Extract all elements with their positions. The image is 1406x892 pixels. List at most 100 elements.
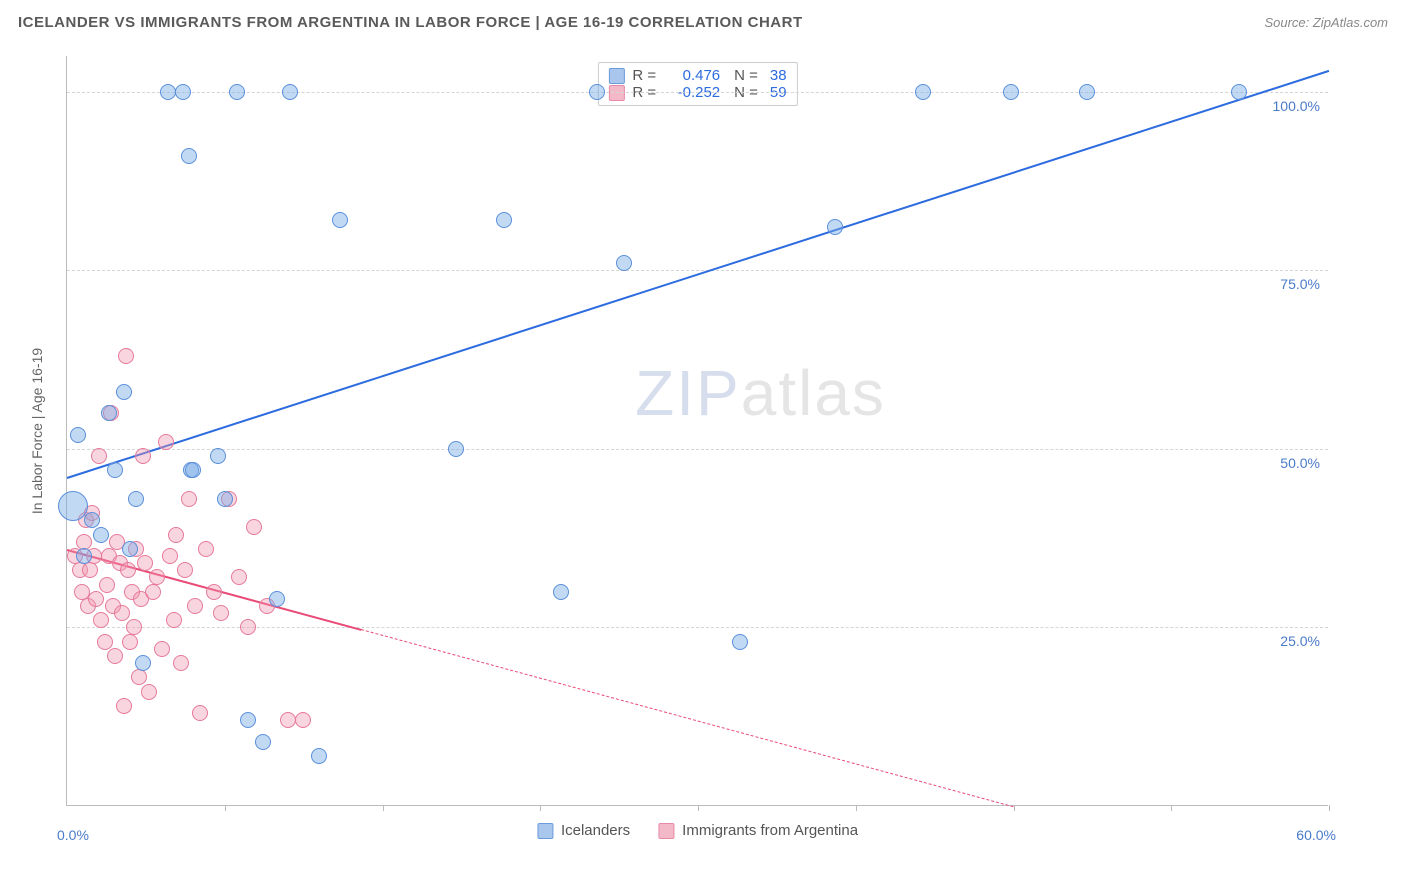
- data-point: [295, 712, 311, 728]
- data-point: [177, 562, 193, 578]
- data-point: [99, 577, 115, 593]
- data-point: [553, 584, 569, 600]
- data-point: [448, 441, 464, 457]
- legend-row: R = 0.476 N = 38: [608, 67, 786, 84]
- data-point: [76, 548, 92, 564]
- data-point: [97, 634, 113, 650]
- data-point: [210, 448, 226, 464]
- legend-correlation: R =0.476N =38R =-0.252N =59: [597, 62, 797, 106]
- data-point: [181, 491, 197, 507]
- watermark-part1: ZIP: [635, 357, 741, 429]
- data-point: [122, 541, 138, 557]
- data-point: [496, 212, 512, 228]
- legend-label: Immigrants from Argentina: [682, 822, 858, 839]
- legend-swatch: [658, 823, 674, 839]
- data-point: [154, 641, 170, 657]
- data-point: [311, 748, 327, 764]
- data-point: [88, 591, 104, 607]
- data-point: [231, 569, 247, 585]
- legend-r-value: 0.476: [664, 67, 720, 84]
- data-point: [616, 255, 632, 271]
- data-point: [185, 462, 201, 478]
- chart-source: Source: ZipAtlas.com: [1264, 15, 1388, 30]
- legend-n-value: 38: [770, 67, 787, 84]
- legend-item: Icelanders: [537, 822, 630, 839]
- data-point: [246, 519, 262, 535]
- legend-item: Immigrants from Argentina: [658, 822, 858, 839]
- gridline: [67, 270, 1328, 271]
- data-point: [175, 84, 191, 100]
- legend-swatch: [608, 68, 624, 84]
- data-point: [589, 84, 605, 100]
- data-point: [240, 712, 256, 728]
- data-point: [135, 655, 151, 671]
- data-point: [107, 462, 123, 478]
- data-point: [137, 555, 153, 571]
- data-point: [82, 562, 98, 578]
- trend-line: [67, 70, 1330, 479]
- data-point: [198, 541, 214, 557]
- data-point: [181, 148, 197, 164]
- data-point: [915, 84, 931, 100]
- legend-series: Icelanders Immigrants from Argentina: [537, 822, 858, 839]
- data-point: [114, 605, 130, 621]
- watermark: ZIPatlas: [635, 356, 886, 430]
- data-point: [269, 591, 285, 607]
- trend-line: [361, 629, 1013, 807]
- y-tick-label: 50.0%: [1280, 455, 1320, 471]
- gridline: [67, 449, 1328, 450]
- watermark-part2: atlas: [741, 357, 886, 429]
- plot-area: ZIPatlas In Labor Force | Age 16-19 R =0…: [66, 56, 1328, 806]
- data-point: [217, 491, 233, 507]
- data-point: [128, 491, 144, 507]
- data-point: [332, 212, 348, 228]
- legend-label: Icelanders: [561, 822, 630, 839]
- data-point: [122, 634, 138, 650]
- data-point: [187, 598, 203, 614]
- data-point: [280, 712, 296, 728]
- data-point: [160, 84, 176, 100]
- data-point: [135, 448, 151, 464]
- data-point: [240, 619, 256, 635]
- x-axis-start-label: 0.0%: [57, 827, 89, 843]
- data-point: [116, 698, 132, 714]
- data-point: [91, 448, 107, 464]
- data-point: [141, 684, 157, 700]
- x-tick: [1014, 805, 1015, 811]
- data-point: [1231, 84, 1247, 100]
- chart-header: ICELANDER VS IMMIGRANTS FROM ARGENTINA I…: [0, 0, 1406, 41]
- data-point: [116, 384, 132, 400]
- y-tick-label: 25.0%: [1280, 633, 1320, 649]
- y-tick-label: 100.0%: [1273, 98, 1320, 114]
- data-point: [120, 562, 136, 578]
- x-tick: [698, 805, 699, 811]
- data-point: [149, 569, 165, 585]
- data-point: [166, 612, 182, 628]
- data-point: [131, 669, 147, 685]
- x-tick: [1329, 805, 1330, 811]
- data-point: [158, 434, 174, 450]
- gridline: [67, 92, 1328, 93]
- data-point: [282, 84, 298, 100]
- legend-r-label: R =: [632, 67, 656, 84]
- data-point: [229, 84, 245, 100]
- data-point: [168, 527, 184, 543]
- data-point: [70, 427, 86, 443]
- legend-n-label: N =: [734, 67, 758, 84]
- data-point: [732, 634, 748, 650]
- data-point: [101, 405, 117, 421]
- x-axis-end-label: 60.0%: [1296, 827, 1336, 843]
- x-tick: [383, 805, 384, 811]
- data-point: [145, 584, 161, 600]
- data-point: [255, 734, 271, 750]
- x-tick: [540, 805, 541, 811]
- x-tick: [1171, 805, 1172, 811]
- data-point: [93, 612, 109, 628]
- data-point: [118, 348, 134, 364]
- data-point: [93, 527, 109, 543]
- data-point: [162, 548, 178, 564]
- data-point: [213, 605, 229, 621]
- gridline: [67, 627, 1328, 628]
- chart-container: ZIPatlas In Labor Force | Age 16-19 R =0…: [18, 48, 1388, 874]
- data-point: [192, 705, 208, 721]
